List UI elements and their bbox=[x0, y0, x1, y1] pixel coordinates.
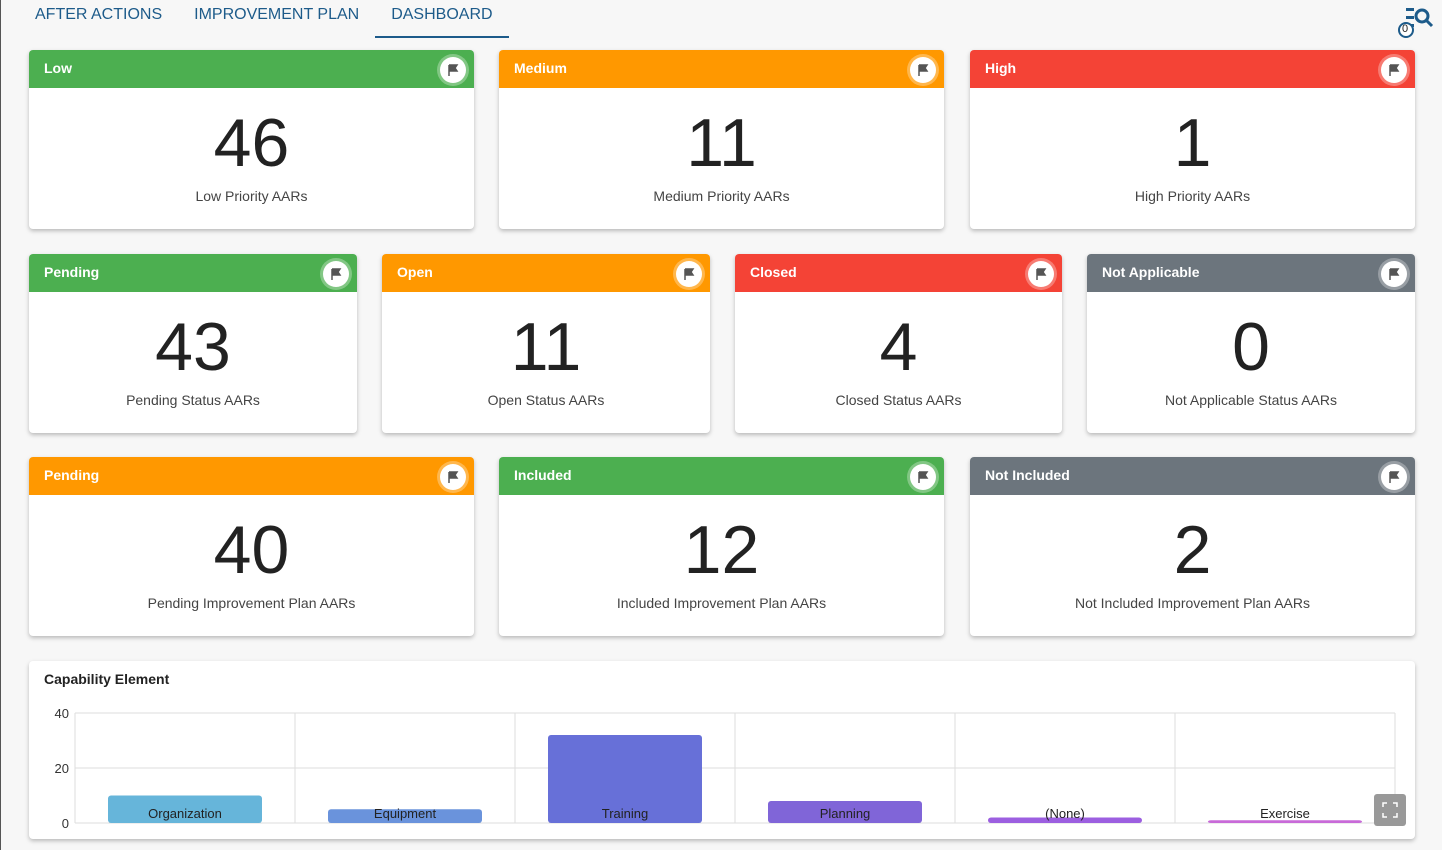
flag-button[interactable] bbox=[440, 464, 466, 490]
bar-label: Organization bbox=[148, 806, 222, 821]
flag-icon bbox=[1389, 471, 1400, 483]
card-header: Pending bbox=[29, 457, 474, 495]
card-value: 0 bbox=[1232, 309, 1270, 385]
flag-icon bbox=[448, 64, 459, 76]
capability-element-chart: Capability Element 0 20 40 Organization Equi… bbox=[29, 661, 1415, 839]
card-header: Not Included bbox=[970, 457, 1415, 495]
tab-dashboard[interactable]: DASHBOARD bbox=[375, 0, 509, 38]
flag-icon bbox=[331, 268, 342, 280]
flag-button[interactable] bbox=[440, 57, 466, 83]
stat-card[interactable]: Open 11 Open Status AARs bbox=[382, 254, 710, 433]
card-value: 12 bbox=[683, 512, 760, 588]
card-value: 43 bbox=[155, 309, 231, 385]
flag-button[interactable] bbox=[1381, 57, 1407, 83]
bar[interactable] bbox=[768, 801, 922, 823]
flag-icon bbox=[1036, 268, 1047, 280]
card-title: Pending bbox=[44, 467, 100, 483]
card-label: Closed Status AARs bbox=[835, 392, 962, 408]
card-label: Pending Status AARs bbox=[126, 392, 260, 408]
stat-card[interactable]: Not Applicable 0 Not Applicable Status A… bbox=[1087, 254, 1415, 433]
card-value: 46 bbox=[213, 105, 290, 181]
card-label: Not Applicable Status AARs bbox=[1165, 392, 1337, 408]
bar[interactable] bbox=[108, 795, 262, 824]
card-value: 40 bbox=[213, 512, 290, 588]
card-header: Pending bbox=[29, 254, 357, 292]
flag-button[interactable] bbox=[1381, 464, 1407, 490]
card-value: 1 bbox=[1173, 105, 1212, 181]
card-title: Not Applicable bbox=[1102, 264, 1200, 280]
card-header: Closed bbox=[735, 254, 1062, 292]
flag-button[interactable] bbox=[676, 261, 702, 287]
filter-count-badge: 0 bbox=[1402, 23, 1409, 35]
bar-label: Equipment bbox=[374, 806, 437, 821]
stat-card[interactable]: Pending 40 Pending Improvement Plan AARs bbox=[29, 457, 474, 636]
flag-icon bbox=[684, 268, 695, 280]
card-header: Low bbox=[29, 50, 474, 88]
bar-label: Training bbox=[602, 806, 648, 821]
stat-card[interactable]: Pending 43 Pending Status AARs bbox=[29, 254, 357, 433]
card-label: Medium Priority AARs bbox=[653, 188, 790, 204]
filter-search-button[interactable]: 0 bbox=[1398, 4, 1438, 40]
y-tick-label: 20 bbox=[55, 761, 69, 776]
bar-label: Planning bbox=[820, 806, 871, 821]
tab-improvement-plan[interactable]: IMPROVEMENT PLAN bbox=[194, 6, 360, 23]
card-title: Pending bbox=[44, 264, 100, 280]
card-title: Low bbox=[44, 60, 72, 76]
card-header: Medium bbox=[499, 50, 944, 88]
card-title: High bbox=[985, 60, 1017, 76]
bar[interactable] bbox=[988, 817, 1142, 824]
flag-icon bbox=[1389, 64, 1400, 76]
card-title: Included bbox=[514, 467, 572, 483]
fullscreen-icon bbox=[1382, 802, 1398, 818]
bar[interactable] bbox=[328, 809, 482, 823]
flag-icon bbox=[1389, 268, 1400, 280]
stat-card[interactable]: Medium 11 Medium Priority AARs bbox=[499, 50, 944, 229]
fullscreen-button[interactable] bbox=[1374, 794, 1406, 826]
card-header: Open bbox=[382, 254, 710, 292]
flag-button[interactable] bbox=[1028, 261, 1054, 287]
bar-chart: 0 20 40 Organization Equipment Training Planni… bbox=[55, 706, 1396, 831]
bar-label: (None) bbox=[1045, 806, 1085, 821]
chart-title: Capability Element bbox=[44, 671, 170, 687]
card-header: Not Applicable bbox=[1087, 254, 1415, 292]
tab-bar: AFTER ACTIONS IMPROVEMENT PLAN DASHBOARD bbox=[19, 0, 509, 38]
flag-button[interactable] bbox=[1381, 261, 1407, 287]
card-label: Open Status AARs bbox=[487, 392, 605, 408]
card-label: High Priority AARs bbox=[1134, 188, 1251, 204]
bar-label: Exercise bbox=[1260, 806, 1310, 821]
flag-icon bbox=[918, 471, 929, 483]
stat-card[interactable]: High 1 High Priority AARs bbox=[970, 50, 1415, 229]
card-value: 4 bbox=[879, 309, 918, 385]
card-title: Not Included bbox=[985, 467, 1070, 483]
card-value: 2 bbox=[1173, 512, 1212, 588]
bar[interactable] bbox=[548, 735, 702, 823]
stat-card[interactable]: Closed 4 Closed Status AARs bbox=[735, 254, 1062, 433]
card-label: Low Priority AARs bbox=[195, 188, 308, 204]
card-value: 11 bbox=[686, 105, 757, 181]
y-tick-label: 0 bbox=[62, 816, 69, 831]
stat-card[interactable]: Not Included 2 Not Included Improvement … bbox=[970, 457, 1415, 636]
flag-button[interactable] bbox=[910, 464, 936, 490]
flag-button[interactable] bbox=[323, 261, 349, 287]
card-label: Not Included Improvement Plan AARs bbox=[1074, 595, 1310, 611]
card-title: Open bbox=[397, 264, 433, 280]
card-header: Included bbox=[499, 457, 944, 495]
y-tick-label: 40 bbox=[55, 706, 69, 721]
flag-icon bbox=[448, 471, 459, 483]
card-value: 11 bbox=[510, 309, 582, 385]
bar[interactable] bbox=[1208, 820, 1362, 823]
card-title: Medium bbox=[514, 60, 567, 76]
stat-card[interactable]: Low 46 Low Priority AARs bbox=[29, 50, 474, 229]
card-label: Included Improvement Plan AARs bbox=[616, 595, 827, 611]
flag-icon bbox=[918, 64, 929, 76]
filter-search-icon bbox=[1398, 8, 1434, 38]
card-label: Pending Improvement Plan AARs bbox=[147, 595, 356, 611]
flag-button[interactable] bbox=[910, 57, 936, 83]
card-title: Closed bbox=[750, 264, 797, 280]
card-header: High bbox=[970, 50, 1415, 88]
tab-after-actions[interactable]: AFTER ACTIONS bbox=[35, 6, 163, 23]
stat-card[interactable]: Included 12 Included Improvement Plan AA… bbox=[499, 457, 944, 636]
